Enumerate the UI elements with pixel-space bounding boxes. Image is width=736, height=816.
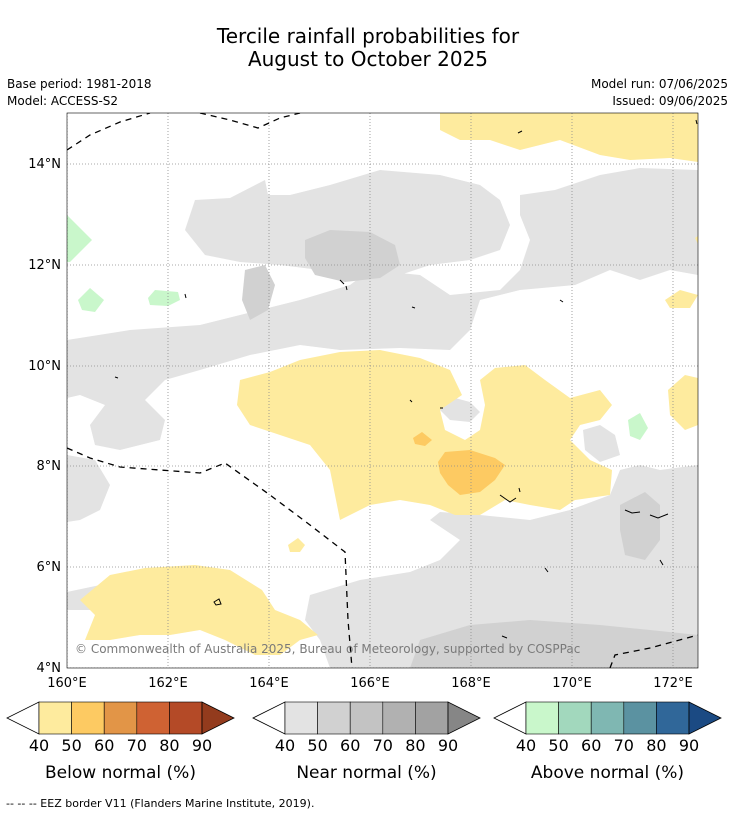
colorbar-legends: 40 50 60 70 80 90 Below normal (%) 40 50 60 70 80 90… [6, 701, 722, 783]
map-frame [66, 112, 699, 669]
colorbar-segment [103, 701, 138, 735]
colorbar-segment [623, 701, 657, 735]
map-title-line2: August to October 2025 [247, 47, 489, 71]
x-tick-label: 170°E [552, 676, 592, 691]
model-name-text: Model: ACCESS-S2 [7, 94, 119, 108]
x-tick-label: 166°E [350, 676, 390, 691]
colorbar-segment [169, 701, 203, 735]
y-tick-label: 12°N [28, 258, 61, 273]
colorbar-tick-label: 70 [127, 736, 147, 755]
island-outlines [114, 119, 698, 639]
colorbar-tick-label: 40 [29, 736, 49, 755]
x-tick-label: 164°E [249, 676, 289, 691]
colorbar-tick-label: 50 [61, 736, 81, 755]
y-axis-tick-labels: 14°N 12°N 10°N 8°N 6°N 4°N [28, 157, 61, 676]
colorbar-segment [71, 701, 105, 735]
near-normal-colorbar-title: Near normal (%) [296, 763, 436, 783]
model-run-text: Model run: 07/06/2025 [590, 77, 728, 91]
eez-footnote: -- -- -- EEZ border V11 (Flanders Marine… [6, 797, 315, 810]
y-tick-label: 6°N [37, 560, 62, 575]
colorbar-lower-extension [252, 701, 286, 735]
colorbar-upper-extension [201, 701, 235, 735]
colorbar-tick-label: 50 [548, 736, 568, 755]
near-normal-60-region [242, 230, 698, 668]
x-axis-tick-labels: 160°E 162°E 164°E 166°E 168°E 170°E 172°… [47, 676, 693, 691]
colorbar-tick-label: 80 [405, 736, 425, 755]
colorbar-tick-label: 60 [94, 736, 114, 755]
colorbar-segment [558, 701, 592, 735]
colorbar-tick-label: 80 [159, 736, 179, 755]
y-tick-label: 4°N [37, 661, 62, 676]
colorbar-segment [382, 701, 416, 735]
near-normal-50-region [67, 168, 698, 668]
base-period-text: Base period: 1981-2018 [7, 77, 152, 91]
colorbar-segment [525, 701, 559, 735]
colorbar-tick-label: 40 [516, 736, 536, 755]
colorbar-tick-label: 60 [340, 736, 360, 755]
colorbar-tick-label: 90 [192, 736, 212, 755]
colorbar-tick-label: 70 [373, 736, 393, 755]
colorbar-tick-label: 40 [275, 736, 295, 755]
colorbar-upper-extension [688, 701, 722, 735]
eez-border-lines [67, 113, 698, 668]
copyright-notice: © Commonwealth of Australia 2025, Bureau… [75, 642, 580, 656]
x-tick-label: 162°E [148, 676, 188, 691]
colorbar-segment [349, 701, 384, 735]
colorbar-upper-extension [447, 701, 481, 735]
colorbar-lower-extension [6, 701, 40, 735]
above-normal-colorbar: 40 50 60 70 80 90 Above normal (%) [493, 701, 722, 783]
y-tick-label: 8°N [37, 459, 62, 474]
colorbar-tick-label: 90 [438, 736, 458, 755]
colorbar-lower-extension [493, 701, 527, 735]
y-tick-label: 14°N [28, 157, 61, 172]
colorbar-tick-label: 70 [614, 736, 634, 755]
above-normal-50-region [67, 215, 648, 440]
graticule [67, 113, 698, 668]
colorbar-segment [136, 701, 170, 735]
colorbar-segment [656, 701, 690, 735]
below-normal-colorbar: 40 50 60 70 80 90 Below normal (%) [6, 701, 235, 783]
colorbar-tick-label: 60 [581, 736, 601, 755]
below-normal-60-region [413, 432, 505, 495]
colorbar-segment [415, 701, 449, 735]
colorbar-segment [38, 701, 72, 735]
colorbar-tick-label: 80 [646, 736, 666, 755]
map-plot-area [67, 113, 698, 668]
colorbar-segment [284, 701, 318, 735]
below-normal-colorbar-title: Below normal (%) [45, 763, 196, 783]
colorbar-segment [590, 701, 625, 735]
colorbar-segment [317, 701, 351, 735]
x-tick-label: 172°E [653, 676, 693, 691]
x-tick-label: 160°E [47, 676, 87, 691]
issued-date-text: Issued: 09/06/2025 [612, 94, 728, 108]
map-title-line1: Tercile rainfall probabilities for [216, 24, 520, 48]
x-tick-label: 168°E [451, 676, 491, 691]
colorbar-tick-label: 50 [307, 736, 327, 755]
colorbar-tick-label: 90 [679, 736, 699, 755]
y-tick-label: 10°N [28, 359, 61, 374]
above-normal-colorbar-title: Above normal (%) [531, 763, 684, 783]
